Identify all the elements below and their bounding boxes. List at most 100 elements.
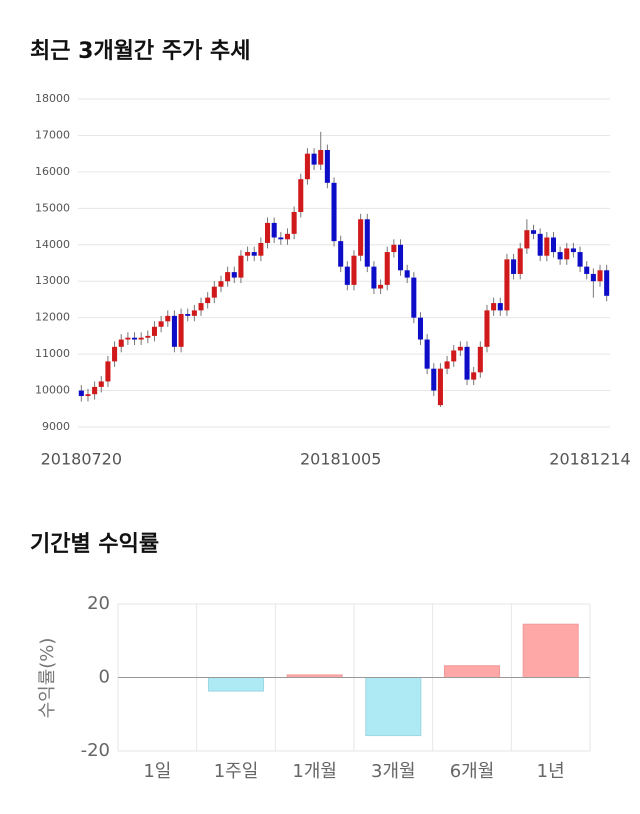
candle-body (384, 252, 390, 285)
candle-body (298, 179, 304, 212)
candle-body (557, 252, 563, 260)
candle-body (397, 244, 404, 271)
candle-body (98, 381, 104, 387)
y-tick-label: 0 (99, 667, 110, 688)
candle-body (151, 326, 158, 336)
x-tick-label: 1주일 (214, 761, 259, 782)
candle-body (437, 368, 443, 406)
candle-body (471, 372, 477, 380)
x-tick-label: 1일 (143, 761, 171, 782)
candle-body (78, 390, 84, 397)
candle-body (125, 337, 131, 340)
candle-body (457, 346, 463, 351)
candle-body (524, 230, 530, 249)
x-tick-label: 6개월 (450, 761, 495, 782)
candle-body (431, 368, 437, 391)
candle-body (112, 346, 118, 362)
candle-body (597, 270, 603, 282)
candle-body (491, 303, 497, 311)
candle-body (570, 248, 576, 253)
candle-body (85, 394, 91, 397)
y-tick-label: 14000 (35, 238, 70, 251)
candle-body (264, 222, 271, 243)
y-tick-label: 12000 (35, 311, 70, 324)
candle-body (165, 315, 171, 322)
y-axis-label: 수익률(%) (37, 638, 58, 719)
bar (522, 623, 579, 679)
candle-body (497, 303, 503, 311)
candle-body (417, 317, 424, 340)
candle-body (118, 339, 124, 347)
candle-body (191, 310, 197, 316)
candle-body (358, 219, 364, 256)
candle-body (564, 248, 570, 260)
candle-body (371, 266, 377, 289)
candle-body (158, 321, 164, 327)
candle-body (424, 339, 430, 369)
x-tick-label: 20180720 (41, 450, 122, 469)
candle-body (451, 350, 457, 362)
candle-body (258, 242, 264, 256)
candle-body (577, 252, 583, 267)
candle-body (537, 233, 543, 256)
candle-body (464, 346, 470, 380)
y-tick-label: 9000 (42, 420, 70, 433)
candle-body (105, 361, 111, 382)
candle-body (225, 272, 231, 282)
candle-body (311, 153, 317, 165)
candle-body (238, 255, 244, 278)
y-tick-label: -20 (81, 740, 110, 761)
candle-body (544, 237, 550, 256)
candle-body (211, 286, 217, 298)
candle-body (185, 314, 191, 316)
candle-body (444, 361, 450, 369)
candle-body (271, 222, 277, 238)
candle-body (245, 252, 251, 256)
bar (365, 677, 422, 737)
candle-body (411, 277, 417, 318)
candle-body (318, 150, 324, 165)
y-tick-label: 17000 (35, 128, 70, 141)
y-tick-label: 10000 (35, 384, 70, 397)
candle-body (344, 266, 350, 285)
candle-body (145, 335, 151, 338)
candle-body (331, 182, 337, 242)
candle-body (198, 303, 204, 311)
candle-body (404, 270, 410, 278)
candle-body (278, 237, 284, 240)
bar (207, 677, 265, 692)
candle-body (231, 272, 237, 278)
candle-body (484, 310, 490, 347)
x-tick-label: 20181214 (549, 450, 630, 469)
y-tick-label: 18000 (35, 92, 70, 105)
candle-body (477, 346, 483, 373)
candle-body (338, 241, 344, 267)
candle-body (138, 337, 144, 340)
y-tick-label: 16000 (35, 165, 70, 178)
y-tick-label: 11000 (35, 347, 70, 360)
x-tick-label: 20181005 (300, 450, 381, 469)
candle-body (391, 244, 397, 253)
candle-body (530, 230, 537, 234)
candle-body (284, 233, 291, 240)
candle-body (590, 273, 596, 282)
chart-title: 기간별 수익률 (30, 532, 159, 557)
candle-body (351, 255, 357, 285)
y-tick-label: 15000 (35, 201, 70, 214)
candle-body (304, 153, 310, 180)
x-tick-label: 1년 (537, 761, 565, 782)
candle-body (517, 248, 523, 274)
candle-body (218, 281, 224, 287)
chart-title: 최근 3개월간 주가 추세 (30, 39, 250, 64)
y-tick-label: 20 (87, 593, 110, 614)
candle-body (171, 315, 177, 347)
bar (443, 665, 501, 678)
candle-body (205, 297, 211, 304)
candle-body (291, 211, 297, 234)
candle-body (324, 150, 330, 183)
candle-body (504, 259, 510, 311)
candle-body (364, 219, 370, 267)
candle-body (92, 386, 98, 395)
candle-body (378, 284, 384, 289)
